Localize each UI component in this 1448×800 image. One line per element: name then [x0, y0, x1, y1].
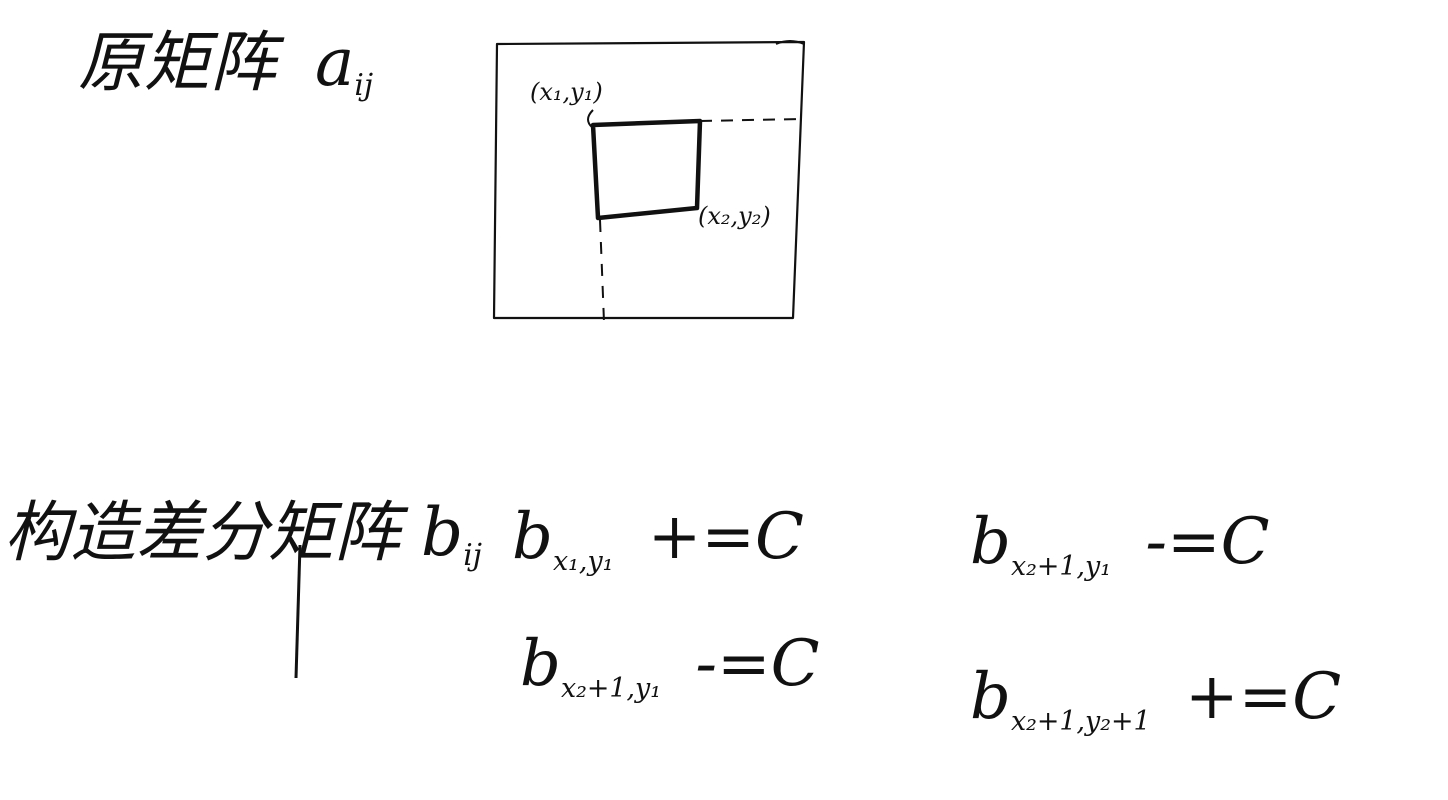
equation-4: bx₂+1,y₂+1 +=C — [970, 665, 1341, 735]
original-matrix-label: 原矩阵 — [78, 24, 276, 101]
original-matrix-heading: 原矩阵 aij — [78, 30, 373, 101]
equation-1: bx₁,y₁ +=C — [512, 505, 804, 575]
equation-3-subscript: x₂+1,y₁ — [560, 673, 662, 705]
difference-matrix-symbol: bij — [421, 494, 482, 571]
equation-3-op: -=C — [695, 627, 820, 701]
difference-matrix-subscript: ij — [463, 538, 482, 574]
equation-1-subscript: x₁,y₁ — [552, 546, 614, 578]
equation-3: bx₂+1,y₁ -=C — [520, 632, 820, 702]
equation-4-base: b — [970, 660, 1011, 734]
original-matrix-letter: a — [314, 24, 355, 101]
corner-hook — [587, 109, 594, 129]
outer-matrix-frame — [492, 40, 806, 320]
long-downstroke — [294, 544, 302, 679]
original-matrix-symbol: aij — [315, 24, 373, 101]
equation-2-subscript: x₂+1,y₁ — [1010, 551, 1112, 583]
equation-1-op: +=C — [647, 500, 804, 574]
point-bottom-right-label: (x₂,y₂) — [698, 202, 771, 230]
inner-submatrix-rect — [590, 118, 703, 221]
equation-2: bx₂+1,y₁ -=C — [970, 510, 1270, 580]
equation-2-op: -=C — [1145, 505, 1270, 579]
equation-3-base: b — [520, 627, 561, 701]
dashed-guide-vertical — [599, 219, 605, 323]
difference-matrix-label: 构造差分矩阵 — [4, 494, 400, 571]
equation-4-subscript: x₂+1,y₂+1 — [1010, 706, 1151, 738]
equation-2-base: b — [970, 505, 1011, 579]
equation-1-base: b — [512, 500, 553, 574]
dashed-guide-horizontal — [699, 118, 801, 122]
difference-matrix-heading: 构造差分矩阵 bij — [4, 500, 482, 571]
equation-4-op: +=C — [1184, 660, 1342, 734]
point-top-left-label: (x₁,y₁) — [530, 78, 603, 106]
difference-matrix-letter: b — [420, 494, 464, 571]
frame-corner-tick — [775, 40, 805, 45]
original-matrix-subscript: ij — [354, 68, 374, 104]
